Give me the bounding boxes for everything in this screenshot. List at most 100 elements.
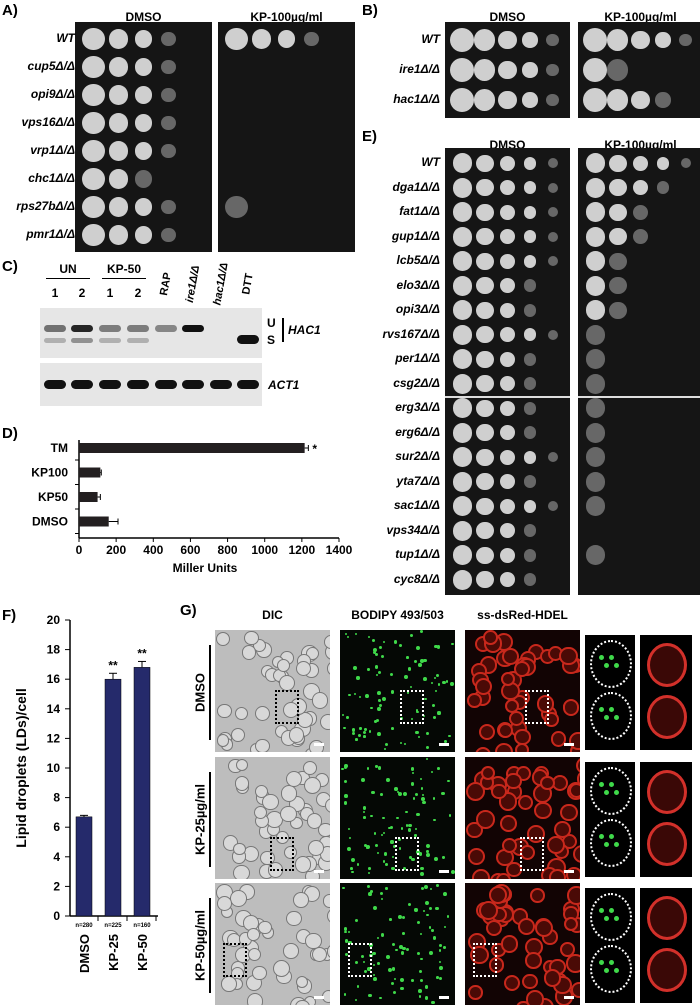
- lipid-droplet: [368, 891, 372, 896]
- colony-spot: [585, 545, 606, 566]
- strain-label: rvs167Δ/Δ: [382, 326, 441, 341]
- lipid-droplet: [355, 632, 358, 636]
- lipid-droplet: [390, 840, 394, 844]
- colony-spot: [134, 198, 152, 216]
- lipid-droplet: [379, 704, 383, 708]
- y-tick-label: 0: [53, 909, 60, 923]
- cell: [255, 785, 269, 799]
- y-tick-label: 8: [53, 791, 60, 805]
- lipid-droplet: [447, 915, 450, 918]
- strain-label: WT: [421, 32, 440, 46]
- cell: [233, 842, 246, 856]
- band-act1: [155, 380, 177, 389]
- lipid-droplet: [433, 644, 438, 649]
- cell: [549, 869, 567, 879]
- lipid-droplet: [359, 696, 362, 699]
- lipid-droplet: [377, 962, 380, 966]
- colony-spot: [631, 90, 650, 110]
- colony-spot: [134, 226, 152, 244]
- panel-label: E): [362, 128, 377, 145]
- colony-spot: [547, 452, 558, 463]
- cell: [505, 772, 522, 789]
- inset-dsred: [640, 762, 692, 877]
- lipid-droplet: [367, 884, 371, 888]
- lipid-droplet: [345, 716, 349, 719]
- cell: [295, 660, 311, 677]
- colony-spot: [161, 31, 176, 47]
- colony-spot: [656, 156, 670, 170]
- lipid-droplet: [356, 676, 360, 680]
- cell: [277, 659, 291, 673]
- lipid-droplet: [385, 777, 390, 782]
- colony-spot: [500, 474, 515, 490]
- lipid-droplet: [436, 976, 439, 979]
- strain-label: dga1Δ/Δ: [392, 179, 440, 194]
- colony-spot: [452, 324, 473, 345]
- lipid-droplet: [377, 707, 381, 712]
- scale-bar: [439, 870, 449, 873]
- lipid-droplet: [609, 834, 614, 839]
- lipid-droplet: [344, 766, 348, 770]
- strain-label: gup1Δ/Δ: [391, 228, 440, 243]
- cell: [534, 919, 554, 938]
- strain-label: cyc8Δ/Δ: [393, 571, 440, 586]
- y-tick-label: 20: [47, 613, 61, 627]
- colony-spot: [607, 29, 629, 51]
- row-label: DMSO: [192, 673, 208, 712]
- lipid-droplet: [401, 946, 406, 951]
- cell: [472, 869, 491, 879]
- lipid-droplet: [363, 735, 366, 738]
- colony-spot: [585, 202, 606, 223]
- lipid-droplet: [434, 856, 439, 861]
- lipid-droplet: [604, 790, 609, 795]
- lipid-droplet: [363, 961, 366, 964]
- cell: [571, 981, 580, 998]
- lipid-droplet: [394, 787, 398, 791]
- colony-spot: [547, 231, 558, 242]
- colony-spot: [476, 228, 494, 246]
- lipid-droplet: [379, 891, 383, 896]
- colony-spot: [609, 228, 627, 246]
- colony-spot: [523, 450, 537, 464]
- dsred-image: [465, 883, 580, 1005]
- lipid-droplet: [391, 726, 395, 730]
- colony-spot: [547, 256, 558, 267]
- cell: [296, 975, 309, 988]
- lipid-droplet: [412, 771, 415, 774]
- column-header-kp: KP-100µg/ml: [250, 10, 323, 24]
- band-unspliced: [155, 325, 177, 332]
- lipid-droplet: [435, 674, 439, 678]
- lipid-droplet: [367, 867, 371, 870]
- scale-bar: [439, 996, 449, 999]
- lipid-droplet: [353, 666, 357, 671]
- colony-spot: [585, 226, 606, 247]
- lipid-droplet: [364, 843, 368, 847]
- lipid-droplet: [417, 736, 420, 739]
- lipid-droplet: [381, 833, 384, 836]
- colony-spot: [523, 279, 537, 292]
- lipid-droplet: [437, 766, 440, 770]
- lipid-droplet: [344, 930, 347, 933]
- dic-image: [215, 883, 330, 1005]
- er-ring: [647, 695, 687, 739]
- cell: [305, 932, 322, 950]
- cell: [501, 838, 517, 854]
- lipid-droplet: [370, 890, 373, 894]
- lipid-droplet: [609, 908, 614, 913]
- lipid-droplet: [424, 985, 429, 990]
- colony-spot: [500, 498, 515, 514]
- colony-spot: [609, 277, 627, 295]
- colony-spot: [609, 301, 627, 319]
- er-ring: [647, 770, 687, 814]
- er-ring: [647, 822, 687, 866]
- colony-spot: [452, 202, 473, 223]
- inset-dsred: [640, 888, 692, 1003]
- colony-spot: [476, 179, 494, 197]
- scale-bar: [314, 870, 324, 873]
- lipid-droplet: [429, 926, 432, 929]
- colony-spot: [585, 373, 606, 394]
- colony-spot: [523, 156, 537, 170]
- band-act1: [44, 380, 66, 389]
- cell: [233, 864, 250, 879]
- lipid-droplet: [351, 871, 354, 874]
